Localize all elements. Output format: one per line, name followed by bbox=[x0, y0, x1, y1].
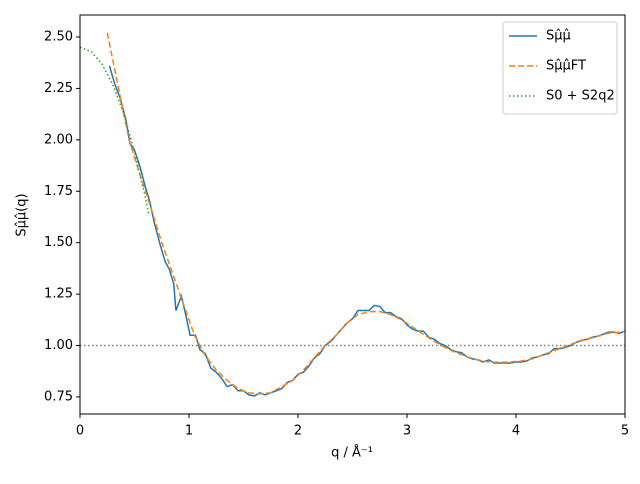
legend-label: S0 + S2q2 bbox=[546, 89, 615, 104]
y-axis-label: Sμ̂μ̂(q) bbox=[15, 193, 30, 236]
x-tick-label: 4 bbox=[512, 424, 520, 439]
series-line bbox=[80, 46, 150, 215]
x-tick-label: 3 bbox=[403, 424, 411, 439]
y-tick-label: 1.50 bbox=[44, 235, 73, 250]
x-axis-label: q / Å⁻¹ bbox=[331, 445, 373, 461]
x-tick-label: 2 bbox=[294, 424, 302, 439]
legend-label: Sμ̂μ̂ bbox=[546, 29, 571, 44]
legend-box bbox=[502, 21, 618, 115]
y-tick-label: 0.75 bbox=[44, 389, 73, 404]
series-line bbox=[106, 32, 625, 395]
y-tick-label: 2.00 bbox=[44, 132, 73, 147]
x-tick-label: 5 bbox=[621, 424, 629, 439]
x-tick-label: 0 bbox=[76, 424, 84, 439]
y-tick-label: 1.25 bbox=[44, 287, 73, 302]
y-tick-label: 1.00 bbox=[44, 338, 73, 353]
plot-frame bbox=[79, 14, 626, 415]
legend-label: Sμ̂μ̂FT bbox=[546, 59, 586, 74]
x-tick-label: 1 bbox=[185, 424, 193, 439]
series-line bbox=[108, 65, 625, 397]
y-tick-label: 2.50 bbox=[44, 30, 73, 45]
y-tick-label: 1.75 bbox=[44, 184, 73, 199]
y-tick-label: 2.25 bbox=[44, 81, 73, 96]
